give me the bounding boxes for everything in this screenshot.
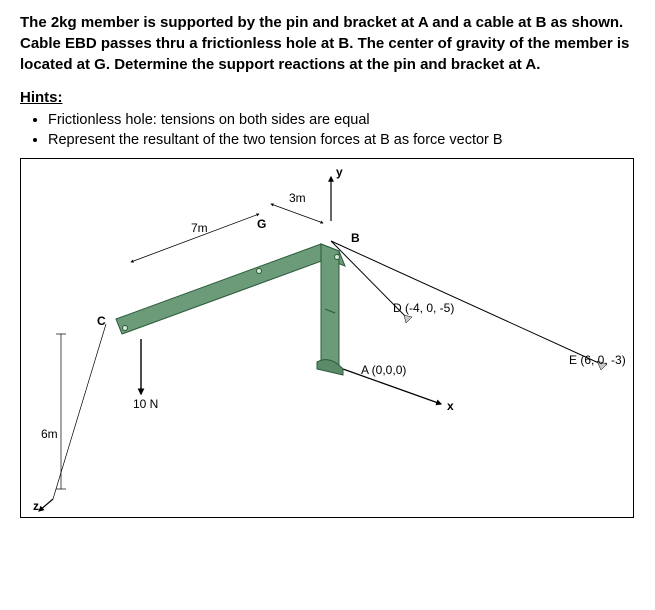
point-label-a: A (0,0,0) <box>361 363 406 377</box>
problem-statement: The 2kg member is supported by the pin a… <box>20 12 635 75</box>
dim-label-6m: 6m <box>41 427 58 441</box>
dim-label-7m: 7m <box>191 221 208 235</box>
z-axis <box>39 499 53 511</box>
point-label-b: B <box>351 231 360 245</box>
cables <box>331 241 607 370</box>
point-label-g: G <box>257 217 266 231</box>
point-label-e: E (6, 0, -3) <box>569 353 626 367</box>
member <box>116 244 345 375</box>
figure-container: y 3m 7m G B D (-4, 0, -5) E (6, 0, -3) A… <box>20 158 634 518</box>
axis-label-x: x <box>447 399 454 413</box>
hint-item: Frictionless hole: tensions on both side… <box>48 112 635 128</box>
hint-item: Represent the resultant of the two tensi… <box>48 132 635 148</box>
axis-label-y: y <box>336 165 343 179</box>
point-label-d: D (-4, 0, -5) <box>393 301 454 315</box>
dim-3m <box>271 204 323 223</box>
axis-label-z: z <box>33 499 39 513</box>
figure-svg <box>21 159 634 518</box>
dim-label-3m: 3m <box>289 191 306 205</box>
force-label: 10 N <box>133 397 158 411</box>
hints-heading: Hints: <box>20 89 635 106</box>
ref-lines <box>53 324 106 499</box>
point-label-c: C <box>97 314 106 328</box>
hints-list: Frictionless hole: tensions on both side… <box>20 112 635 148</box>
